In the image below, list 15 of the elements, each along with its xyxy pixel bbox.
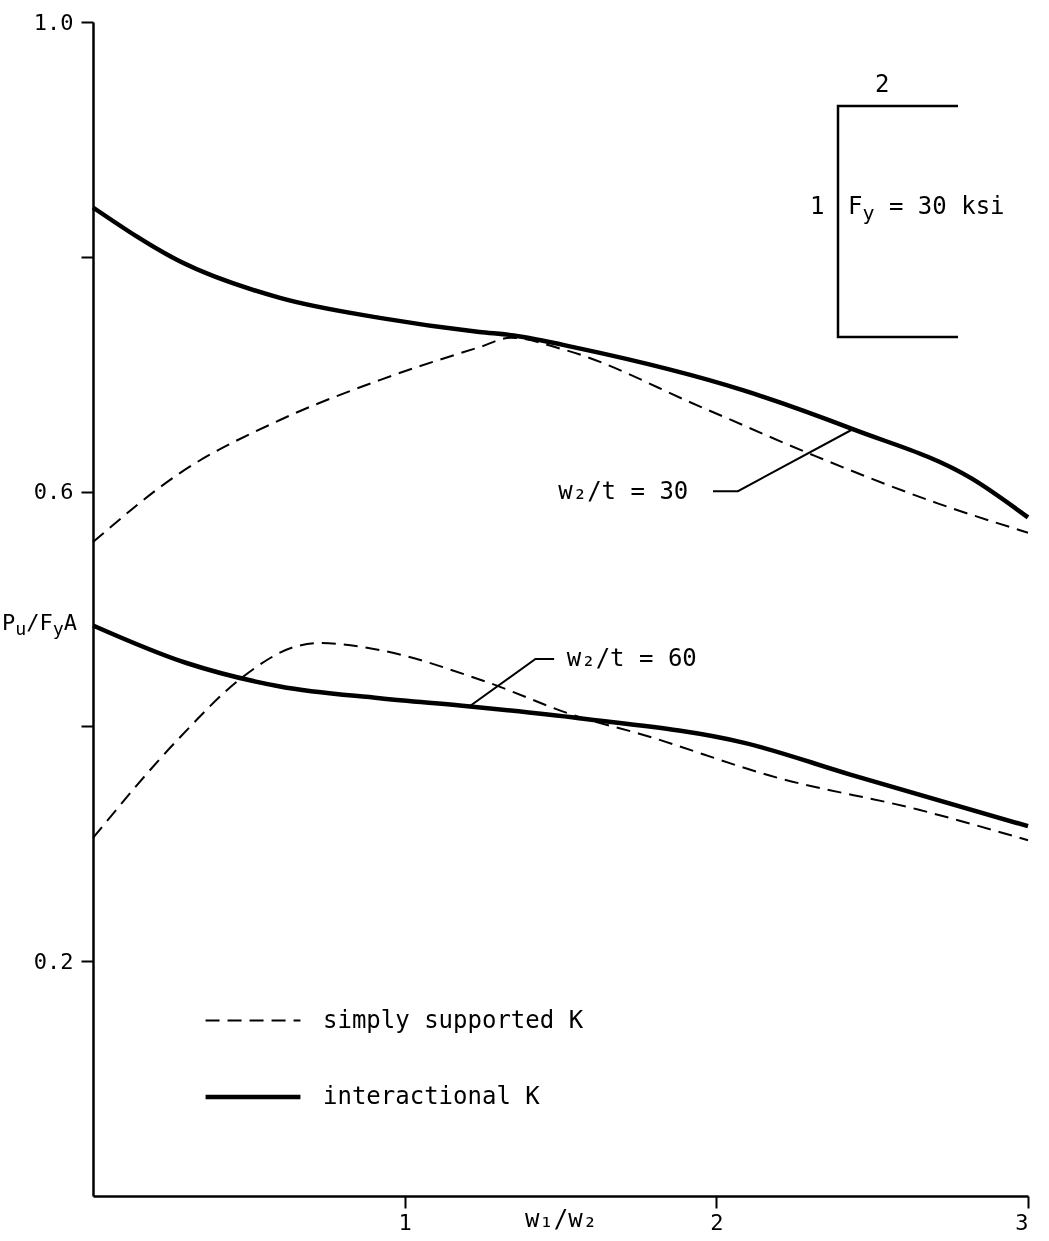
y-tick-label: 1.0 bbox=[33, 9, 74, 35]
x-axis-title: w₁/w₂ bbox=[524, 1204, 598, 1233]
annotation: 1 bbox=[810, 192, 825, 220]
annotation: w₂/t = 30 bbox=[558, 476, 689, 505]
y-tick-label: 0.2 bbox=[33, 948, 74, 974]
x-tick-label: 3 bbox=[1015, 1209, 1029, 1235]
legend-label: interactional K bbox=[323, 1082, 541, 1110]
x-tick-label: 1 bbox=[398, 1209, 412, 1235]
y-axis-title: P$_{u}$/F$_{y}$A bbox=[2, 610, 78, 640]
annotation: F$_{y}$ = 30 ksi bbox=[848, 192, 1005, 225]
x-tick-label: 2 bbox=[710, 1209, 724, 1235]
y-tick-label: 0.6 bbox=[33, 479, 74, 505]
annotation: w₂/t = 60 bbox=[566, 644, 697, 673]
annotation: 2 bbox=[875, 70, 890, 98]
legend-label: simply supported K bbox=[323, 1005, 584, 1034]
